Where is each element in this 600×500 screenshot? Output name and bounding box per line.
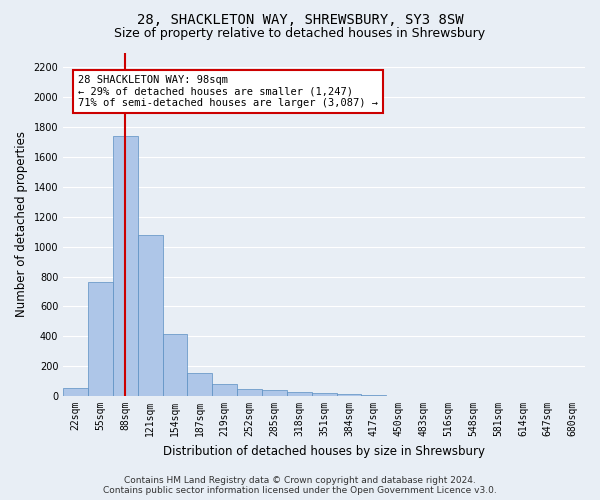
X-axis label: Distribution of detached houses by size in Shrewsbury: Distribution of detached houses by size …: [163, 444, 485, 458]
Text: Size of property relative to detached houses in Shrewsbury: Size of property relative to detached ho…: [115, 28, 485, 40]
Bar: [311, 393, 337, 396]
Bar: [287, 392, 311, 396]
Bar: [212, 384, 237, 396]
Text: Contains HM Land Registry data © Crown copyright and database right 2024.
Contai: Contains HM Land Registry data © Crown c…: [103, 476, 497, 495]
Bar: [262, 390, 287, 396]
Bar: [138, 236, 163, 396]
Y-axis label: Number of detached properties: Number of detached properties: [15, 132, 28, 318]
Text: 28 SHACKLETON WAY: 98sqm
← 29% of detached houses are smaller (1,247)
71% of sem: 28 SHACKLETON WAY: 98sqm ← 29% of detach…: [78, 75, 378, 108]
Bar: [237, 390, 262, 396]
Bar: [163, 334, 187, 396]
Text: 28, SHACKLETON WAY, SHREWSBURY, SY3 8SW: 28, SHACKLETON WAY, SHREWSBURY, SY3 8SW: [137, 12, 463, 26]
Bar: [337, 394, 361, 396]
Bar: [113, 136, 138, 396]
Bar: [187, 373, 212, 396]
Bar: [88, 282, 113, 396]
Bar: [361, 394, 386, 396]
Bar: [63, 388, 88, 396]
